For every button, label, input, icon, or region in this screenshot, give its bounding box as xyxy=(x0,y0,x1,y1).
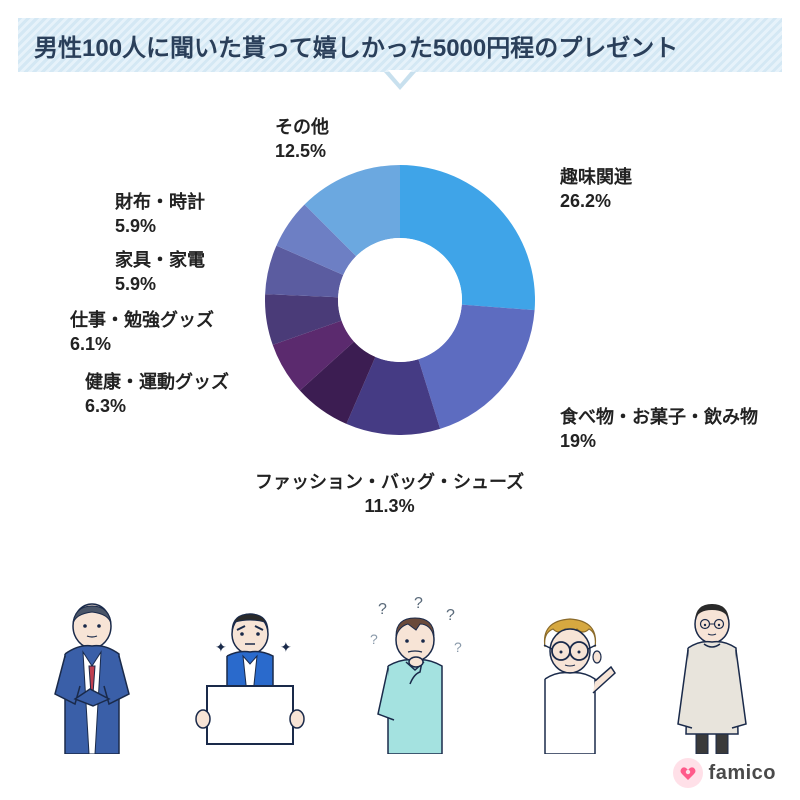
slice-label: 仕事・勉強グッズ6.1% xyxy=(70,308,214,357)
slice-label-name: 家具・家電 xyxy=(115,248,205,272)
people-illustrations: ✦ ✦ ? ? ? ? ? xyxy=(0,584,800,754)
slice-label: 財布・時計5.9% xyxy=(115,190,205,239)
slice-label-pct: 19% xyxy=(560,429,758,453)
slice-label: 健康・運動グッズ6.3% xyxy=(85,370,229,419)
slice-label: ファッション・バッグ・シューズ11.3% xyxy=(255,470,524,519)
page-title: 男性100人に聞いた貰って嬉しかった5000円程のプレゼント xyxy=(34,28,678,63)
slice-label-name: 財布・時計 xyxy=(115,190,205,214)
slice-label-pct: 6.1% xyxy=(70,332,214,356)
svg-text:?: ? xyxy=(370,631,378,647)
brand-logo: famico xyxy=(673,758,776,788)
header-banner: 男性100人に聞いた貰って嬉しかった5000円程のプレゼント xyxy=(18,18,782,72)
slice-label-name: 仕事・勉強グッズ xyxy=(70,308,214,332)
logo-mark-icon xyxy=(673,758,703,788)
slice-label: 趣味関連26.2% xyxy=(560,165,632,214)
slice-label: 家具・家電5.9% xyxy=(115,248,205,297)
slice-label-name: 趣味関連 xyxy=(560,165,632,189)
person-sweater xyxy=(660,594,765,754)
slice-label-name: 健康・運動グッズ xyxy=(85,370,229,394)
svg-text:✦: ✦ xyxy=(215,639,227,655)
slice-label-pct: 11.3% xyxy=(255,494,524,518)
slice-label: 食べ物・お菓子・飲み物19% xyxy=(560,405,758,454)
svg-text:?: ? xyxy=(446,607,455,624)
slice-label-pct: 5.9% xyxy=(115,214,205,238)
slice-label-name: その他 xyxy=(275,115,329,139)
slice-label-name: ファッション・バッグ・シューズ xyxy=(255,470,524,494)
svg-text:?: ? xyxy=(414,595,423,612)
slice-label-pct: 12.5% xyxy=(275,139,329,163)
svg-text:✦: ✦ xyxy=(280,639,292,655)
donut-chart xyxy=(265,165,535,435)
slice-label-name: 食べ物・お菓子・飲み物 xyxy=(560,405,758,429)
header-pointer-icon xyxy=(384,72,416,90)
svg-text:?: ? xyxy=(454,639,462,655)
person-thinking: ? ? ? ? ? xyxy=(350,594,480,754)
slice-label-pct: 5.9% xyxy=(115,272,205,296)
donut-chart-area: 趣味関連26.2% 食べ物・お菓子・飲み物19% ファッション・バッグ・シューズ11… xyxy=(0,120,800,520)
svg-text:?: ? xyxy=(378,601,387,618)
logo-text: famico xyxy=(709,762,776,785)
slice-label-pct: 26.2% xyxy=(560,189,632,213)
slice-label-pct: 6.3% xyxy=(85,394,229,418)
person-board: ✦ ✦ xyxy=(185,604,315,754)
person-glasses xyxy=(515,609,625,754)
slice-label: その他12.5% xyxy=(275,115,329,164)
person-businessman xyxy=(35,594,150,754)
